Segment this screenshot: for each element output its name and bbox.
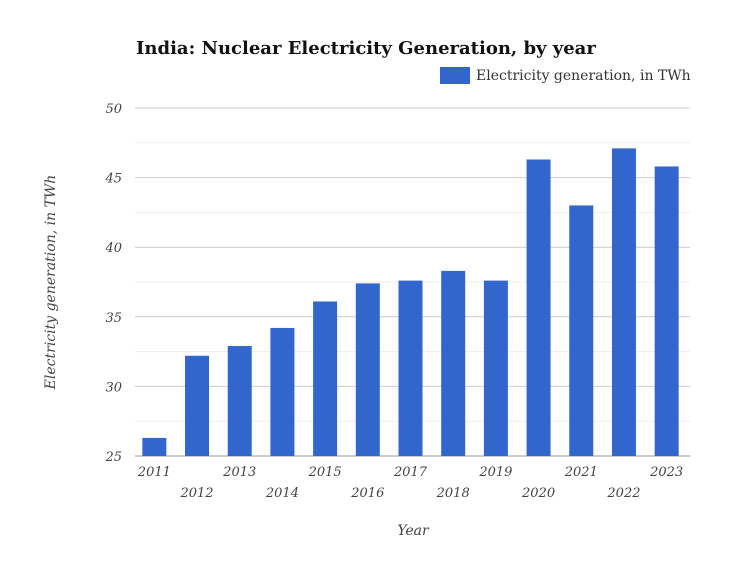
bar [142, 437, 167, 456]
bar [227, 346, 252, 456]
bar [355, 283, 380, 456]
x-axis-label: Year [397, 523, 430, 539]
bar [398, 280, 423, 456]
y-tick-label: 40 [104, 241, 122, 256]
bar [611, 148, 636, 457]
bar [483, 280, 508, 456]
x-tick-label: 2020 [521, 486, 555, 501]
x-tick-label: 2018 [436, 486, 470, 501]
y-axis-label: Electricity generation, in TWh [43, 175, 59, 391]
chart-title: India: Nuclear Electricity Generation, b… [136, 38, 596, 59]
bar [270, 327, 295, 456]
bar [441, 270, 466, 456]
x-tick-label: 2022 [606, 486, 640, 501]
x-tick-label: 2013 [222, 465, 256, 480]
x-tick-label: 2014 [265, 486, 299, 501]
legend-label: Electricity generation, in TWh [476, 67, 691, 84]
legend-swatch [440, 67, 470, 84]
x-tick-label: 2016 [350, 486, 384, 501]
x-tick-label: 2011 [137, 465, 171, 480]
y-tick-label: 25 [104, 450, 122, 465]
y-tick-label: 50 [105, 102, 122, 117]
y-tick-label: 30 [105, 380, 122, 395]
bar [654, 166, 679, 457]
y-tick-label: 45 [104, 172, 122, 187]
y-tick-label: 35 [105, 311, 122, 326]
legend: Electricity generation, in TWh [440, 67, 691, 84]
x-tick-label: 2017 [393, 465, 428, 480]
bar [526, 159, 551, 456]
x-tick-label: 2021 [564, 465, 598, 480]
bar [313, 301, 338, 456]
x-tick-label: 2023 [649, 465, 683, 480]
x-tick-label: 2015 [308, 465, 342, 480]
bar [185, 355, 210, 456]
bar [569, 205, 594, 456]
x-tick-label: 2012 [179, 486, 213, 501]
x-tick-label: 2019 [478, 465, 512, 480]
